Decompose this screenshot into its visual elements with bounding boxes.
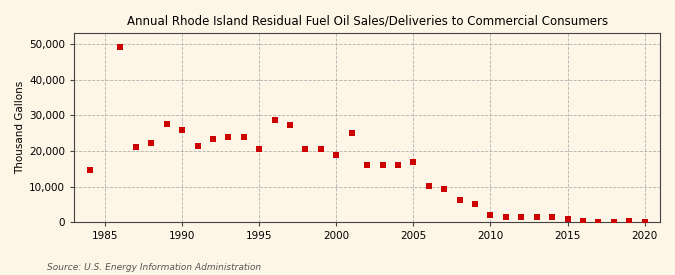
Point	[454, 198, 465, 202]
Point	[177, 127, 188, 132]
Point	[377, 163, 388, 167]
Point	[547, 214, 558, 219]
Point	[578, 218, 589, 223]
Point	[423, 183, 434, 188]
Point	[346, 131, 357, 135]
Y-axis label: Thousand Gallons: Thousand Gallons	[15, 81, 25, 175]
Point	[254, 147, 265, 152]
Point	[130, 145, 141, 150]
Point	[639, 219, 650, 224]
Point	[393, 163, 404, 167]
Point	[608, 219, 619, 224]
Point	[516, 215, 526, 220]
Point	[269, 118, 280, 122]
Point	[285, 123, 296, 128]
Point	[84, 168, 95, 172]
Point	[115, 45, 126, 49]
Point	[315, 147, 326, 151]
Point	[161, 122, 172, 127]
Point	[593, 219, 603, 224]
Title: Annual Rhode Island Residual Fuel Oil Sales/Deliveries to Commercial Consumers: Annual Rhode Island Residual Fuel Oil Sa…	[126, 15, 608, 28]
Point	[500, 214, 511, 219]
Point	[300, 146, 310, 151]
Point	[146, 141, 157, 145]
Text: Source: U.S. Energy Information Administration: Source: U.S. Energy Information Administ…	[47, 263, 261, 272]
Point	[207, 136, 218, 141]
Point	[562, 217, 573, 221]
Point	[362, 163, 373, 167]
Point	[470, 202, 481, 206]
Point	[408, 160, 418, 164]
Point	[238, 134, 249, 139]
Point	[624, 219, 634, 224]
Point	[223, 134, 234, 139]
Point	[192, 144, 203, 148]
Point	[485, 213, 496, 217]
Point	[531, 215, 542, 219]
Point	[439, 186, 450, 191]
Point	[331, 152, 342, 157]
